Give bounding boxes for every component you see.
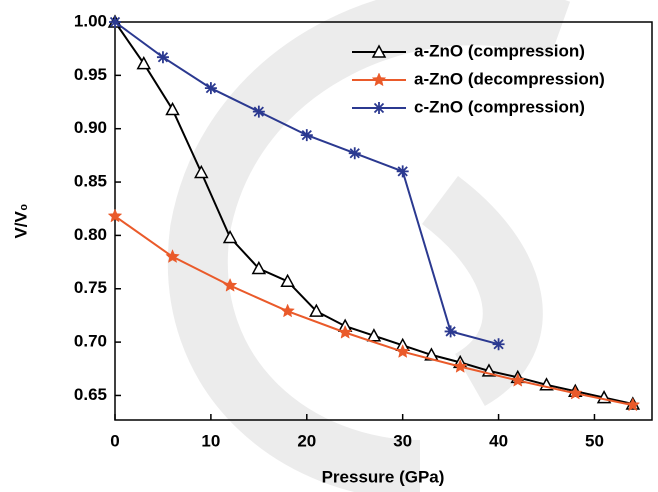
marker [165, 249, 180, 263]
y-tick-label: 0.70 [74, 332, 107, 351]
marker [280, 273, 295, 288]
x-tick-label: 20 [297, 431, 316, 450]
y-tick-label: 0.85 [74, 172, 107, 191]
marker [567, 385, 583, 400]
marker [492, 338, 505, 351]
series-line [114, 215, 634, 407]
marker [373, 102, 385, 114]
marker [222, 229, 238, 244]
watermark-arc [421, 176, 543, 407]
marker [280, 303, 295, 318]
x-tick-label: 50 [585, 431, 604, 450]
x-tick-label: 30 [393, 431, 412, 450]
y-tick-label: 1.00 [74, 11, 107, 30]
marker [444, 325, 457, 338]
marker [337, 324, 353, 339]
marker [510, 372, 526, 387]
marker [204, 82, 217, 95]
legend-label: c-ZnO (compression) [414, 97, 585, 116]
marker [222, 277, 238, 292]
marker [300, 129, 313, 142]
marker [251, 260, 267, 275]
x-tick-label: 40 [489, 431, 508, 450]
watermark [167, 0, 571, 492]
y-tick-label: 0.80 [74, 225, 107, 244]
marker [452, 358, 468, 373]
marker [396, 165, 409, 178]
marker [194, 164, 209, 179]
x-axis-label: Pressure (GPa) [322, 467, 445, 486]
marker [156, 51, 169, 64]
y-tick-label: 0.65 [74, 385, 107, 404]
marker [109, 16, 121, 28]
watermark-arc [167, 0, 571, 492]
y-tick-label: 0.75 [74, 278, 107, 297]
marker [136, 56, 152, 70]
marker [371, 44, 387, 58]
y-tick-label: 0.95 [74, 65, 107, 84]
x-tick-label: 10 [201, 431, 220, 450]
y-tick-label: 0.90 [74, 118, 107, 137]
marker [107, 208, 123, 223]
marker [371, 72, 387, 87]
marker [252, 105, 265, 118]
marker [625, 397, 641, 412]
legend-label: a-ZnO (compression) [414, 41, 585, 60]
marker [366, 328, 382, 342]
legend-label: a-ZnO (decompression) [414, 69, 605, 88]
marker [395, 344, 410, 358]
x-tick-label: 0 [110, 431, 119, 450]
y-axis-label: V/V₀ [11, 203, 30, 238]
marker [309, 303, 324, 317]
plot-frame [114, 21, 653, 421]
marker [348, 147, 361, 160]
marker [165, 101, 180, 116]
